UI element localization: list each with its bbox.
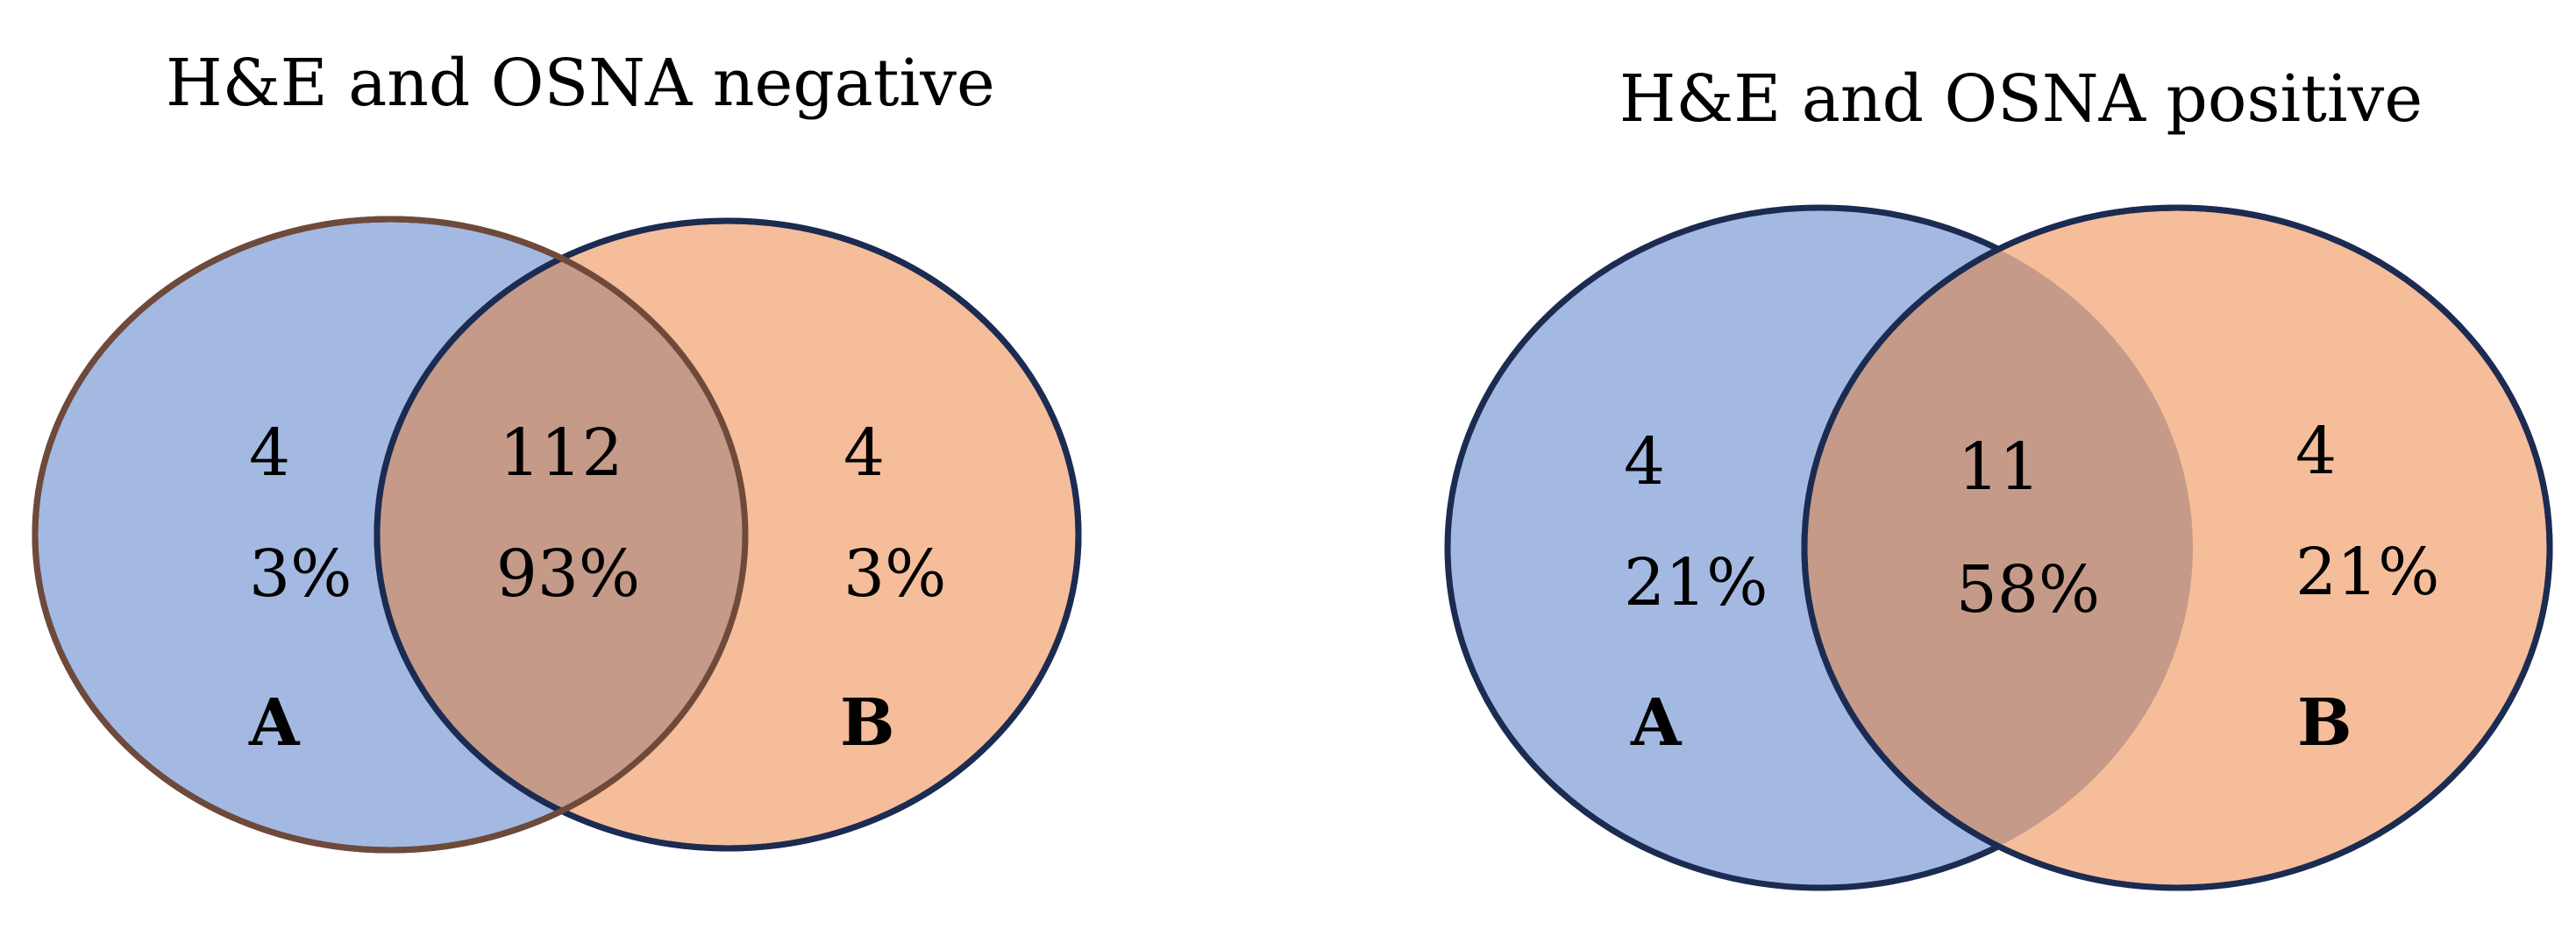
set-b-only-count: 4 xyxy=(2295,414,2337,489)
venn-diagram-positive: H&E and OSNA positive 4 21% 11 58% 4 21%… xyxy=(1444,61,2553,891)
set-b-only-count: 4 xyxy=(843,415,885,491)
venn-diagram-negative: H&E and OSNA negative 4 3% 112 93% 4 3% … xyxy=(32,46,1082,854)
set-a-only-percent: 21% xyxy=(1624,545,1768,621)
overlap-outline-b xyxy=(1801,204,2553,891)
overlap-region xyxy=(377,221,745,848)
set-a-only-percent: 3% xyxy=(249,536,352,612)
overlap-count: 11 xyxy=(1958,429,2040,505)
set-b-only-percent: 3% xyxy=(843,536,946,612)
overlap-percent: 93% xyxy=(496,536,640,612)
set-b-label: B xyxy=(840,685,895,761)
overlap-outline-b xyxy=(374,217,1082,852)
overlap-percent: 58% xyxy=(1956,552,2100,628)
overlap-count: 112 xyxy=(499,415,623,491)
set-a-only-count: 4 xyxy=(1624,424,1665,500)
diagram-title: H&E and OSNA negative xyxy=(166,46,995,121)
set-a-label: A xyxy=(1630,685,1683,761)
set-a-label: A xyxy=(248,685,301,761)
diagram-title: H&E and OSNA positive xyxy=(1619,61,2423,137)
set-a-only-count: 4 xyxy=(249,415,290,491)
set-b-only-percent: 21% xyxy=(2295,535,2439,610)
overlap-outline-a xyxy=(32,216,749,854)
set-b-label: B xyxy=(2297,685,2352,761)
overlap-region xyxy=(1804,208,2193,888)
